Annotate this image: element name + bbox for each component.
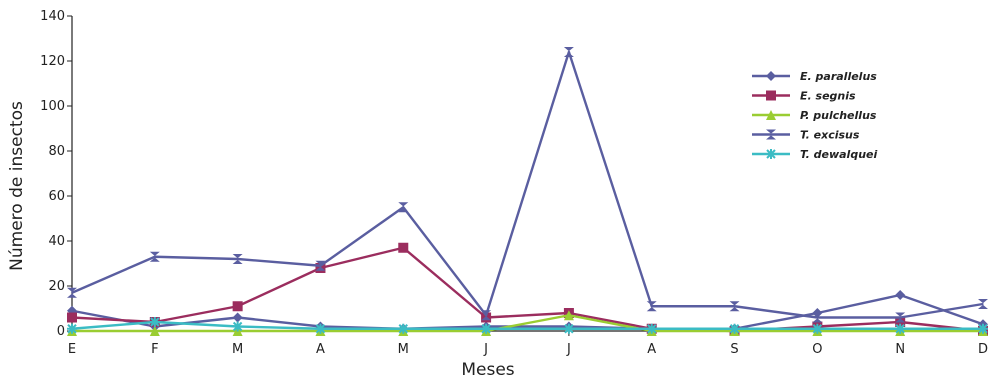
- y-tick-label: 140: [40, 9, 65, 24]
- x-tick-label: E: [68, 342, 76, 357]
- legend-marker: [766, 129, 776, 140]
- y-tick-label: 120: [40, 54, 65, 69]
- data-point-5: [315, 323, 326, 334]
- series-line-1: [71, 293, 984, 330]
- legend-label: E. segnis: [800, 90, 856, 103]
- data-point-4: [315, 260, 326, 271]
- x-axis-title: Meses: [461, 360, 514, 379]
- data-point-4: [232, 254, 243, 264]
- data-point-4: [149, 251, 160, 262]
- x-tick-label: N: [895, 342, 905, 357]
- data-point-5: [812, 323, 823, 334]
- series-line-3: [72, 314, 983, 333]
- series-line-2: [71, 246, 984, 333]
- data-point-2: [232, 301, 243, 312]
- data-point-5: [398, 323, 409, 334]
- y-tick-label: 100: [40, 99, 65, 114]
- data-point-2: [67, 312, 77, 323]
- data-point-5: [563, 323, 574, 334]
- legend-label: E. parallelus: [800, 70, 877, 83]
- legend-marker: [766, 90, 776, 101]
- data-point-5: [729, 323, 740, 334]
- x-tick-label: M: [398, 342, 409, 357]
- x-tick-label: M: [232, 342, 243, 357]
- data-point-5: [481, 323, 492, 334]
- data-point-5: [67, 323, 77, 334]
- data-point-3: [563, 310, 574, 321]
- legend-label: T. dewalquei: [800, 148, 877, 161]
- x-tick-label: S: [730, 342, 738, 357]
- data-point-1: [895, 290, 906, 300]
- x-tick-label: J: [483, 342, 488, 357]
- data-point-4: [978, 299, 988, 309]
- legend-marker: [766, 110, 776, 120]
- data-point-5: [149, 317, 160, 327]
- data-point-3: [149, 326, 160, 336]
- y-axis-title: Número de insectos: [7, 101, 27, 271]
- data-point-5: [646, 323, 657, 334]
- x-tick-label: D: [978, 342, 988, 357]
- x-tick-label: A: [647, 342, 656, 357]
- data-point-4: [481, 310, 492, 321]
- x-tick-label: F: [151, 342, 158, 357]
- data-point-4: [67, 287, 77, 298]
- y-tick-label: 0: [57, 324, 65, 339]
- data-point-2: [398, 242, 409, 253]
- x-tick-label: O: [812, 342, 822, 357]
- data-point-4: [563, 47, 574, 57]
- series-line-4: [71, 50, 984, 319]
- y-tick-label: 40: [48, 234, 65, 249]
- legend-label: P. pulchellus: [800, 109, 877, 122]
- legend-marker: [766, 149, 776, 159]
- data-point-4: [398, 202, 409, 213]
- data-point-5: [895, 323, 906, 334]
- legend-label: T. excisus: [800, 129, 860, 142]
- data-point-4: [729, 301, 740, 312]
- x-tick-label: A: [316, 342, 325, 357]
- y-tick-label: 80: [48, 144, 65, 159]
- data-point-4: [812, 312, 823, 323]
- data-point-5: [978, 323, 988, 334]
- legend-marker: [766, 71, 776, 81]
- x-tick-label: J: [566, 342, 571, 357]
- data-point-4: [646, 301, 657, 312]
- legend: E. parallelus E. segnis P. pulchellus T. ex…: [752, 70, 877, 161]
- plot-area: 0 20 40 60 80 100 120 140 E F M A M J J A S O N D: [40, 9, 988, 357]
- data-point-5: [232, 321, 243, 332]
- data-point-1: [232, 312, 243, 323]
- data-point-4: [895, 312, 906, 323]
- y-tick-label: 20: [48, 279, 65, 294]
- y-tick-label: 60: [48, 189, 65, 204]
- series-line-5: [71, 320, 983, 330]
